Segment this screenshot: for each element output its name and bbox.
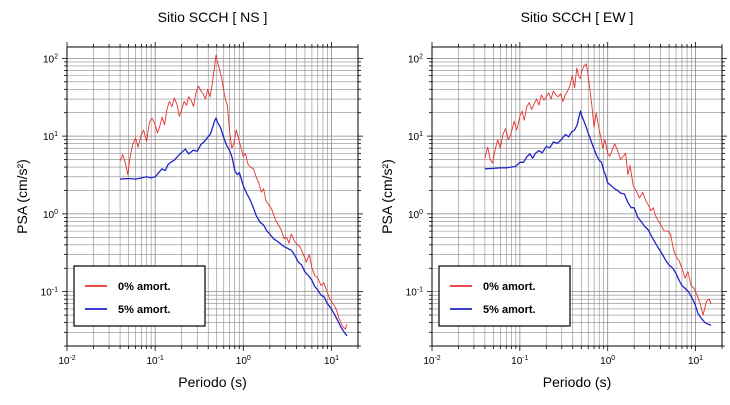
series-line-damped: [120, 117, 348, 337]
chart-title: Sitio SCCH [ EW ]: [521, 9, 634, 25]
legend: 0% amort. 5% amort.: [73, 265, 206, 327]
x-tick-label: 10-1: [511, 355, 528, 367]
series-line-undamped: [119, 54, 348, 330]
y-tick-label: 102: [43, 53, 58, 65]
plot-frame: [66, 46, 359, 347]
legend-box: [73, 265, 206, 327]
tick-marks: [427, 42, 727, 351]
y-tick-label: 100: [43, 209, 58, 221]
legend-label: 0% amort.: [483, 281, 536, 293]
y-tick-label: 101: [43, 131, 58, 143]
y-tick-label: 100: [408, 209, 423, 221]
plot-frame: [431, 46, 723, 347]
chart-panel-1: 10-2 10-1 100 101 10-1 100 101 102 Sitio SCCH [ …: [379, 9, 727, 390]
x-tick-label: 100: [600, 355, 615, 367]
y-axis-label: PSA (cm/s²): [379, 159, 395, 234]
x-tick-label: 100: [236, 355, 251, 367]
x-axis-label: Periodo (s): [178, 374, 246, 390]
tick-marks: [62, 42, 363, 351]
x-axis-label: Periodo (s): [543, 374, 611, 390]
legend-label: 5% amort.: [483, 304, 536, 316]
legend-box: [438, 265, 571, 327]
x-tick-label: 10-2: [423, 355, 440, 367]
grid: [431, 47, 723, 347]
chart-panel-0: 10-2 10-1 100 101 10-1 100 101 102 Sitio SCCH [ …: [14, 9, 363, 390]
x-tick-label: 10-2: [58, 355, 75, 367]
y-tick-label: 10-1: [41, 287, 58, 299]
chart-title: Sitio SCCH [ NS ]: [158, 9, 268, 25]
legend-label: 0% amort.: [118, 281, 171, 293]
series-line-damped: [484, 110, 712, 326]
legend: 0% amort. 5% amort.: [438, 265, 571, 327]
y-axis-label: PSA (cm/s²): [14, 159, 30, 234]
legend-label: 5% amort.: [118, 304, 171, 316]
x-tick-label: 101: [324, 355, 339, 367]
y-tick-label: 101: [408, 131, 423, 143]
y-tick-label: 102: [408, 53, 423, 65]
grid: [66, 47, 359, 347]
y-tick-label: 10-1: [406, 287, 423, 299]
x-tick-label: 10-1: [146, 355, 163, 367]
series-line-undamped: [484, 63, 712, 316]
x-tick-label: 101: [688, 355, 703, 367]
